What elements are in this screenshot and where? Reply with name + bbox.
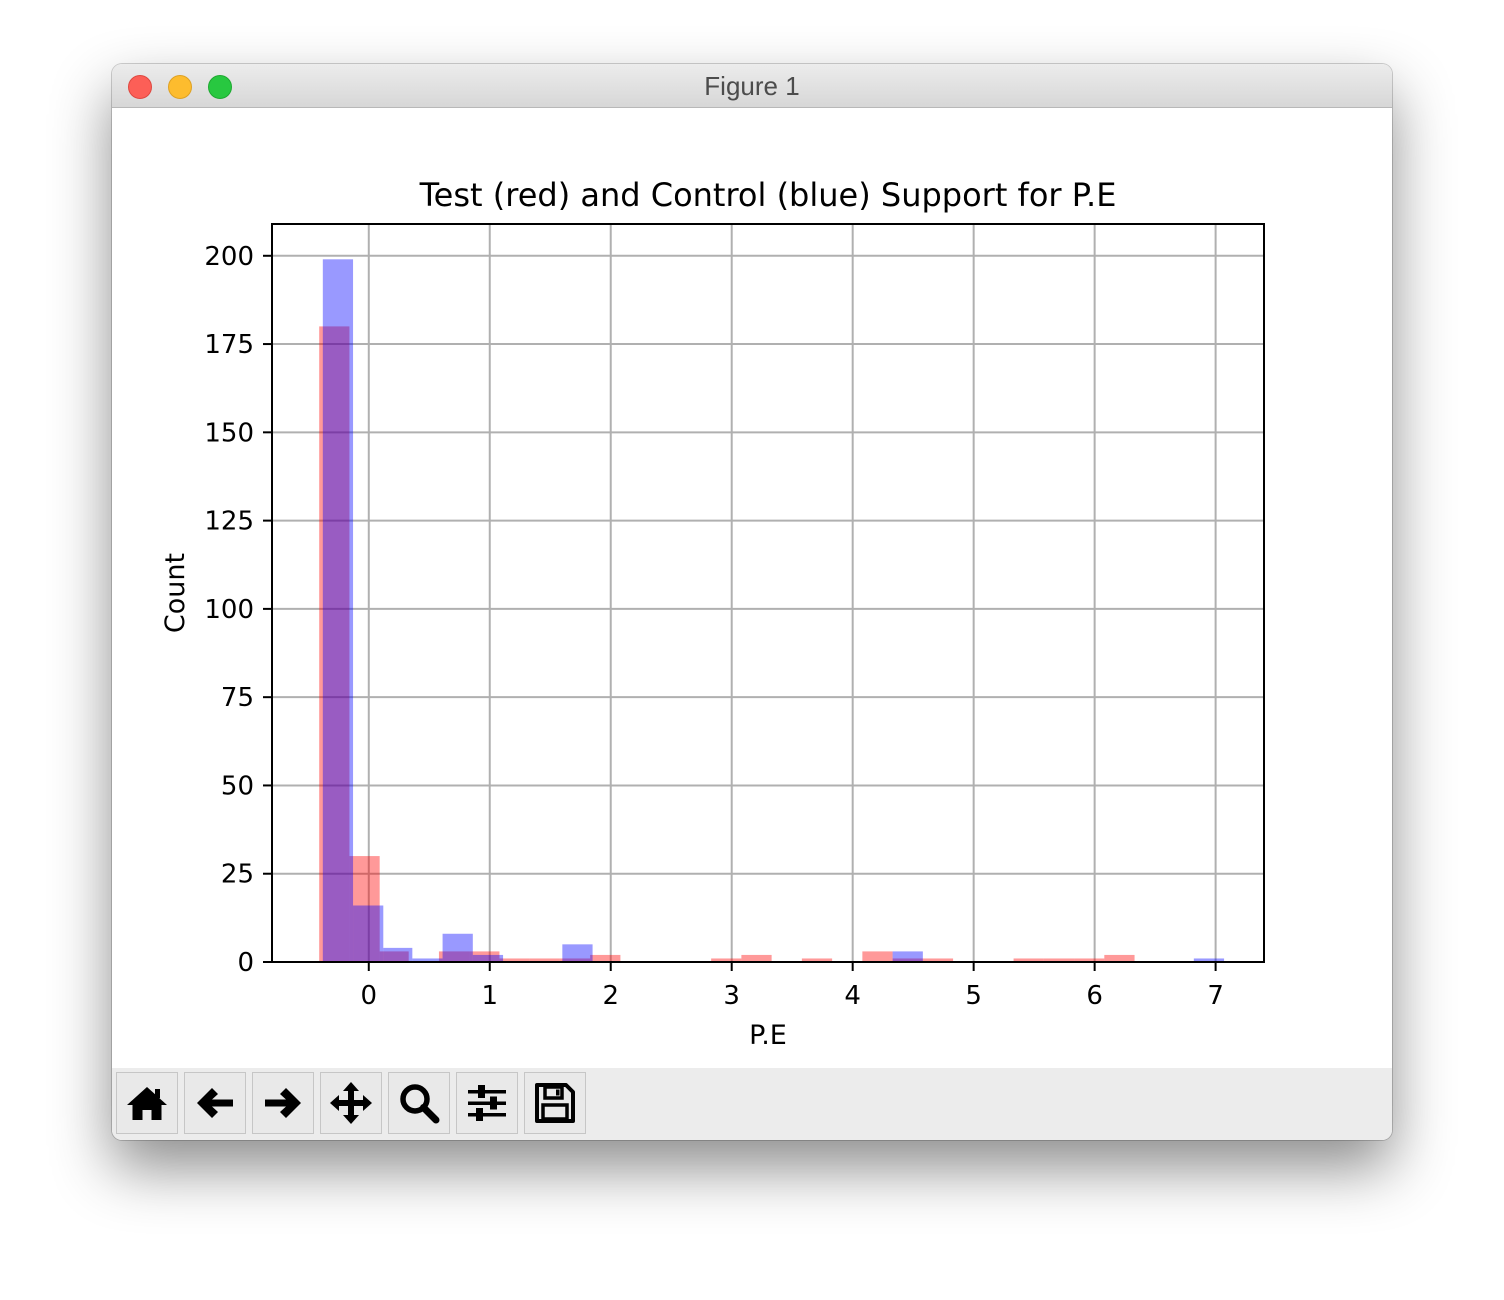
y-axis-label: Count <box>160 553 191 633</box>
histogram-bar-test <box>922 958 954 962</box>
x-tick-label: 3 <box>723 981 740 1011</box>
x-tick-label: 1 <box>481 981 498 1011</box>
histogram-bar-control <box>412 958 443 962</box>
histogram-bar-test <box>559 958 591 962</box>
arrow-right-icon <box>265 1088 301 1118</box>
histogram-bar-test <box>801 958 833 962</box>
histogram-bar-test <box>529 958 560 962</box>
close-window-button[interactable] <box>128 75 152 99</box>
histogram-bar-test <box>862 951 893 962</box>
histogram-bar-control <box>562 944 593 962</box>
histogram-bars <box>319 259 1225 962</box>
navigation-toolbar <box>112 1068 1392 1140</box>
figure-window: Figure 1 0 1 2 3 4 5 6 7 0 25 50 75 100 125 150 175 200 … <box>112 64 1392 1140</box>
axes-frame <box>271 223 1265 963</box>
x-tick-label: 4 <box>844 981 861 1011</box>
histogram-bar-test <box>711 958 742 962</box>
y-tick-label: 75 <box>221 683 254 713</box>
histogram-bar-test <box>1013 958 1044 962</box>
histogram-bar-test <box>892 958 923 962</box>
x-tick-label: 0 <box>361 981 378 1011</box>
y-tick-label: 0 <box>237 948 254 978</box>
histogram-bar-test <box>469 951 500 962</box>
grid-lines <box>272 224 1264 963</box>
sliders-icon <box>468 1085 506 1121</box>
histogram-bar-test <box>438 951 470 962</box>
minimize-window-button[interactable] <box>168 75 192 99</box>
y-tick-label: 150 <box>204 418 254 448</box>
histogram-bar-test <box>1104 954 1135 962</box>
axis-ticks: 0 1 2 3 4 5 6 7 0 25 50 75 100 125 150 175 200 <box>204 242 1224 1011</box>
y-tick-label: 175 <box>204 330 254 360</box>
histogram-bar-control <box>353 905 384 962</box>
x-tick-label: 6 <box>1086 981 1103 1011</box>
y-tick-label: 25 <box>221 860 254 890</box>
magnifier-icon <box>400 1084 440 1124</box>
histogram-bar-control <box>322 259 354 962</box>
pan-button[interactable] <box>320 1072 382 1134</box>
histogram-bar-control <box>892 951 923 962</box>
y-tick-label: 100 <box>204 595 254 625</box>
chart-title: Test (red) and Control (blue) Support fo… <box>419 176 1117 214</box>
histogram-chart[interactable]: 0 1 2 3 4 5 6 7 0 25 50 75 100 125 150 175 200 Test (red… <box>112 108 1392 1068</box>
title-bar[interactable]: Figure 1 <box>112 64 1392 108</box>
histogram-bar-control <box>442 933 473 962</box>
forward-button[interactable] <box>252 1072 314 1134</box>
histogram-bar-test <box>1074 958 1105 962</box>
histogram-bar-control <box>383 947 413 962</box>
zoom-button[interactable] <box>388 1072 450 1134</box>
arrow-left-icon <box>197 1088 233 1118</box>
histogram-bar-control <box>1193 958 1225 962</box>
move-arrows-icon <box>330 1082 372 1124</box>
save-button[interactable] <box>524 1072 586 1134</box>
histogram-bar-test <box>349 856 380 962</box>
y-tick-label: 125 <box>204 507 254 537</box>
histogram-bar-control <box>472 954 504 962</box>
zoom-window-button[interactable] <box>208 75 232 99</box>
figure-canvas[interactable]: 0 1 2 3 4 5 6 7 0 25 50 75 100 125 150 175 200 Test (red… <box>112 108 1392 1068</box>
configure-subplots-button[interactable] <box>456 1072 518 1134</box>
x-tick-label: 2 <box>602 981 619 1011</box>
floppy-disk-icon <box>535 1083 575 1123</box>
back-button[interactable] <box>184 1072 246 1134</box>
y-tick-label: 50 <box>221 771 254 801</box>
y-tick-label: 200 <box>204 242 254 272</box>
x-tick-label: 7 <box>1207 981 1224 1011</box>
histogram-bar-test <box>1043 958 1075 962</box>
histogram-bar-test <box>319 326 350 962</box>
histogram-bar-test <box>741 954 772 962</box>
home-button[interactable] <box>116 1072 178 1134</box>
x-axis-label: P.E <box>749 1020 787 1051</box>
histogram-bar-test <box>379 951 409 962</box>
histogram-bar-test <box>590 954 621 962</box>
home-icon <box>127 1087 167 1120</box>
window-title: Figure 1 <box>704 71 800 101</box>
histogram-bar-test <box>499 958 530 962</box>
x-tick-label: 5 <box>965 981 982 1011</box>
